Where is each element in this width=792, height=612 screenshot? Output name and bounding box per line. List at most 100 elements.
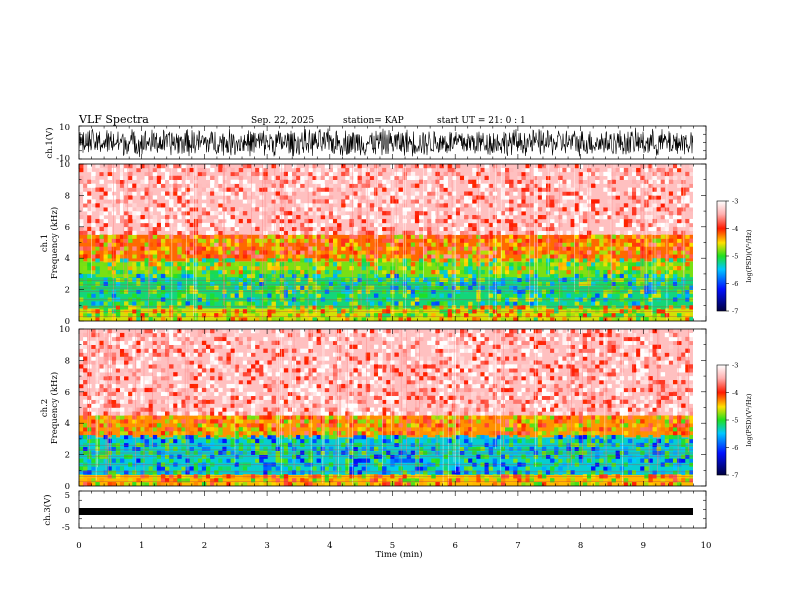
spectrogram-cell: [259, 423, 264, 428]
spectrogram-cell: [160, 211, 166, 216]
spectrogram-cell: [193, 427, 199, 432]
spectrogram-cell: [619, 207, 625, 212]
spectrogram-cell: [144, 380, 149, 385]
spectrogram-cell: [488, 293, 494, 298]
spectrogram-cell: [255, 368, 260, 373]
spectrogram-cell: [656, 293, 661, 298]
spectrogram-cell: [337, 254, 342, 259]
spectrogram-cell: [124, 211, 129, 216]
spectrogram-cell: [173, 376, 178, 381]
spectrogram-cell: [484, 305, 489, 310]
spectrogram-cell: [492, 301, 498, 306]
spectrogram-cell: [226, 187, 231, 192]
spectrogram-cell: [328, 226, 334, 232]
spectrogram-cell: [210, 234, 215, 239]
spectrogram-cell: [197, 226, 203, 232]
spectrogram-cell: [201, 289, 207, 294]
spectrogram-cell: [443, 273, 448, 279]
spectrogram-cell: [505, 218, 510, 224]
spectrogram-cell: [656, 179, 661, 184]
spectrogram-cell: [312, 175, 317, 180]
spectrogram-cell: [447, 238, 453, 243]
spectrogram-cell: [640, 183, 645, 188]
spectrogram-cell: [672, 269, 678, 275]
spectrogram-cell: [152, 387, 158, 393]
spectrogram-cell: [611, 164, 616, 169]
spectrogram-cell: [91, 332, 96, 338]
spectrogram-cell: [632, 266, 637, 271]
spectrogram-cell: [582, 242, 588, 247]
spectrogram-cell: [677, 167, 682, 173]
spectrogram-cell: [234, 411, 240, 416]
spectrogram-cell: [119, 431, 125, 436]
spectrogram-cell: [468, 246, 473, 251]
spectrogram-cell: [672, 195, 678, 200]
spectrogram-cell: [689, 171, 693, 177]
spectrogram-cell: [267, 387, 272, 393]
spectrogram-cell: [365, 305, 371, 310]
spectrogram-cell: [201, 234, 207, 239]
spectrogram-cell: [214, 340, 219, 345]
spectrogram-cell: [427, 246, 432, 251]
spectrogram-cell: [91, 250, 96, 255]
spectrogram-cell: [423, 164, 428, 169]
spectrogram-cell: [99, 301, 104, 306]
spectrogram-cell: [181, 434, 186, 440]
spectrogram-cell: [419, 266, 424, 271]
spectrogram-cell: [169, 364, 174, 369]
spectrogram-cell: [513, 301, 518, 306]
spectrogram-cell: [259, 273, 264, 279]
spectrogram-cell: [640, 230, 645, 235]
spectrogram-cell: [312, 281, 317, 286]
spectrogram-cell: [83, 411, 88, 416]
spectrogram-cell: [640, 175, 645, 180]
spectrogram-cell: [394, 222, 399, 228]
spectrogram-cell: [562, 211, 567, 216]
spectrogram-cell: [390, 262, 395, 267]
spectrogram-cell: [107, 344, 113, 349]
spectrogram-cell: [255, 454, 260, 459]
spectrogram-cell: [505, 313, 510, 318]
spectrogram-cell: [259, 427, 264, 432]
spectrogram-cell: [304, 423, 309, 428]
spectrogram-cell: [173, 419, 178, 424]
spectrogram-cell: [541, 164, 547, 169]
spectrogram-cell: [218, 313, 223, 318]
spectrogram-cell: [320, 266, 326, 271]
spectrogram-cell: [402, 230, 408, 235]
spectrogram-cell: [99, 423, 104, 428]
spectrogram-cell: [308, 340, 313, 345]
spectrogram-cell: [521, 242, 526, 247]
spectrogram-cell: [136, 215, 141, 220]
spectrogram-cell: [169, 305, 174, 310]
spectrogram-cell: [185, 242, 190, 247]
spectrogram-cell: [259, 242, 264, 247]
spectrogram-cell: [574, 242, 580, 247]
spectrogram-cell: [193, 336, 199, 342]
spectrogram-cell: [595, 262, 600, 267]
spectrogram-cell: [431, 293, 436, 298]
spectrogram-cell: [365, 273, 371, 279]
spectrogram-cell: [103, 254, 108, 259]
spectrogram-cell: [181, 431, 186, 436]
spectrogram-cell: [275, 215, 281, 220]
spectrogram-cell: [357, 230, 362, 235]
spectrogram-cell: [156, 466, 162, 471]
spectrogram-cell: [685, 238, 690, 243]
spectrogram-cell: [308, 301, 313, 306]
spectrogram-cell: [234, 222, 240, 228]
spectrogram-cell: [312, 234, 317, 239]
spectrogram-cell: [578, 258, 584, 263]
spectrogram-cell: [242, 266, 248, 271]
spectrogram-cell: [83, 207, 88, 212]
spectrogram-cell: [373, 317, 379, 321]
spectrogram-cell: [271, 427, 276, 432]
spectrogram-cell: [210, 329, 215, 334]
spectrogram-cell: [505, 211, 510, 216]
spectrogram-cell: [566, 191, 571, 196]
spectrogram-cell: [677, 222, 682, 228]
spectrogram-cell: [91, 391, 96, 397]
spectrogram-cell: [292, 222, 297, 228]
spectrogram-cell: [656, 171, 661, 177]
spectrogram-cell: [341, 281, 346, 286]
